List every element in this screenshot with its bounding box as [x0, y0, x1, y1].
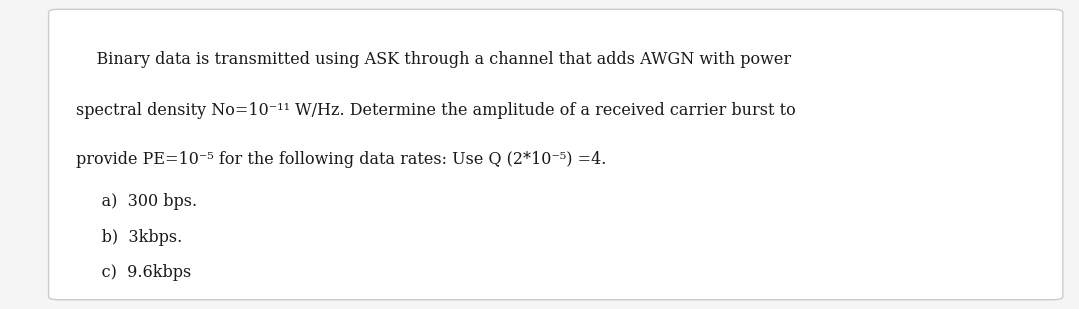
Text: spectral density No=10⁻¹¹ W/Hz. Determine the amplitude of a received carrier bu: spectral density No=10⁻¹¹ W/Hz. Determin…: [76, 102, 795, 119]
Text: b)  3kbps.: b) 3kbps.: [76, 229, 181, 246]
Text: c)  9.6kbps: c) 9.6kbps: [76, 264, 191, 281]
Text: Binary data is transmitted using ASK through a channel that adds AWGN with power: Binary data is transmitted using ASK thr…: [76, 51, 791, 68]
FancyBboxPatch shape: [49, 9, 1063, 300]
Text: provide PE=10⁻⁵ for the following data rates: Use Q (2*10⁻⁵) =4.: provide PE=10⁻⁵ for the following data r…: [76, 151, 606, 168]
Text: a)  300 bps.: a) 300 bps.: [76, 193, 196, 210]
